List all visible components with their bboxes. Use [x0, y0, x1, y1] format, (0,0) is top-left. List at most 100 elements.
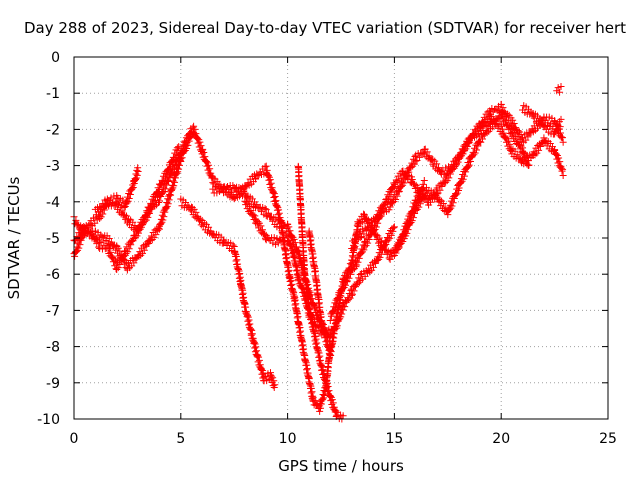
data-point-marker	[95, 208, 103, 216]
data-point-marker	[125, 245, 133, 253]
data-point-marker	[555, 154, 563, 162]
data-point-marker	[328, 396, 336, 404]
data-point-marker	[556, 88, 564, 96]
data-point-marker	[188, 204, 196, 212]
y-tick-label: -6	[46, 267, 60, 283]
data-point-marker	[504, 122, 512, 130]
data-point-marker	[97, 204, 105, 212]
data-point-marker	[261, 230, 269, 238]
data-point-marker	[123, 258, 131, 266]
data-point-marker	[356, 233, 364, 241]
data-point-marker	[266, 176, 274, 184]
data-point-marker	[420, 177, 428, 185]
data-point-marker	[456, 154, 464, 162]
data-point-marker	[369, 221, 377, 229]
data-point-marker	[267, 179, 275, 187]
data-point-marker	[403, 172, 411, 180]
data-point-marker	[161, 185, 169, 193]
data-point-marker	[553, 87, 561, 95]
data-point-marker	[163, 170, 171, 178]
data-point-marker	[403, 229, 411, 237]
data-point-marker	[142, 212, 150, 220]
data-point-marker	[557, 129, 565, 137]
data-point-marker	[131, 222, 139, 230]
data-point-marker	[497, 109, 505, 117]
data-point-marker	[390, 224, 398, 232]
data-point-marker	[308, 295, 316, 303]
data-point-marker	[343, 278, 351, 286]
series-track-3	[70, 164, 142, 238]
data-point-marker	[244, 313, 252, 321]
data-point-marker	[248, 326, 256, 334]
data-point-marker	[499, 125, 507, 133]
x-tick-label: 20	[492, 431, 510, 447]
data-point-marker	[196, 138, 204, 146]
data-point-marker	[197, 142, 205, 150]
data-point-marker	[445, 206, 453, 214]
data-point-marker	[479, 135, 487, 143]
x-tick-label: 0	[70, 431, 79, 447]
data-point-marker	[139, 220, 147, 228]
data-point-marker	[297, 327, 305, 335]
data-point-marker	[270, 190, 278, 198]
data-point-marker	[285, 223, 293, 231]
data-point-marker	[387, 199, 395, 207]
data-point-marker	[388, 199, 396, 207]
data-point-marker	[342, 274, 350, 282]
data-point-marker	[393, 245, 401, 253]
data-point-marker	[315, 349, 323, 357]
data-point-marker	[470, 151, 478, 159]
data-point-marker	[333, 300, 341, 308]
y-tick-label: -5	[46, 231, 60, 247]
data-point-marker	[339, 412, 347, 420]
data-point-marker	[275, 206, 283, 214]
data-point-marker	[409, 214, 417, 222]
data-point-marker	[483, 129, 491, 137]
series-track-2	[70, 122, 334, 345]
data-point-marker	[327, 312, 335, 320]
data-point-marker	[116, 247, 124, 255]
y-tick-label: -7	[46, 303, 60, 319]
data-point-marker	[311, 397, 319, 405]
data-point-marker	[416, 200, 424, 208]
y-tick-label: -8	[46, 340, 60, 356]
data-point-marker	[433, 160, 441, 168]
data-point-marker	[298, 338, 306, 346]
data-point-marker	[275, 209, 283, 217]
data-point-marker	[376, 253, 384, 261]
data-point-marker	[449, 199, 457, 207]
data-point-marker	[319, 366, 327, 374]
data-point-marker	[96, 215, 104, 223]
data-point-marker	[520, 148, 528, 156]
data-point-marker	[287, 277, 295, 285]
data-point-marker	[271, 381, 279, 389]
data-point-marker	[248, 210, 256, 218]
data-point-marker	[411, 180, 419, 188]
data-point-marker	[374, 213, 382, 221]
data-point-marker	[357, 219, 365, 227]
x-axis-label: GPS time / hours	[278, 457, 404, 475]
data-point-marker	[170, 182, 178, 190]
data-point-marker	[291, 296, 299, 304]
data-point-marker	[339, 285, 347, 293]
data-point-marker	[117, 251, 125, 259]
data-point-marker	[160, 177, 168, 185]
data-point-marker	[255, 353, 263, 361]
data-point-marker	[139, 249, 147, 257]
data-point-marker	[236, 273, 244, 281]
data-point-marker	[347, 286, 355, 294]
data-point-marker	[296, 323, 304, 331]
data-point-marker	[557, 82, 565, 90]
data-point-marker	[533, 149, 541, 157]
data-point-marker	[152, 231, 160, 239]
data-point-marker	[202, 158, 210, 166]
x-tick-label: 25	[599, 431, 617, 447]
data-point-marker	[305, 298, 313, 306]
data-point-marker	[491, 120, 499, 128]
data-point-marker	[284, 263, 292, 271]
data-point-marker	[337, 289, 345, 297]
y-tick-label: 0	[51, 50, 60, 66]
data-point-marker	[327, 352, 335, 360]
data-point-marker	[411, 210, 419, 218]
data-point-marker	[355, 254, 363, 262]
